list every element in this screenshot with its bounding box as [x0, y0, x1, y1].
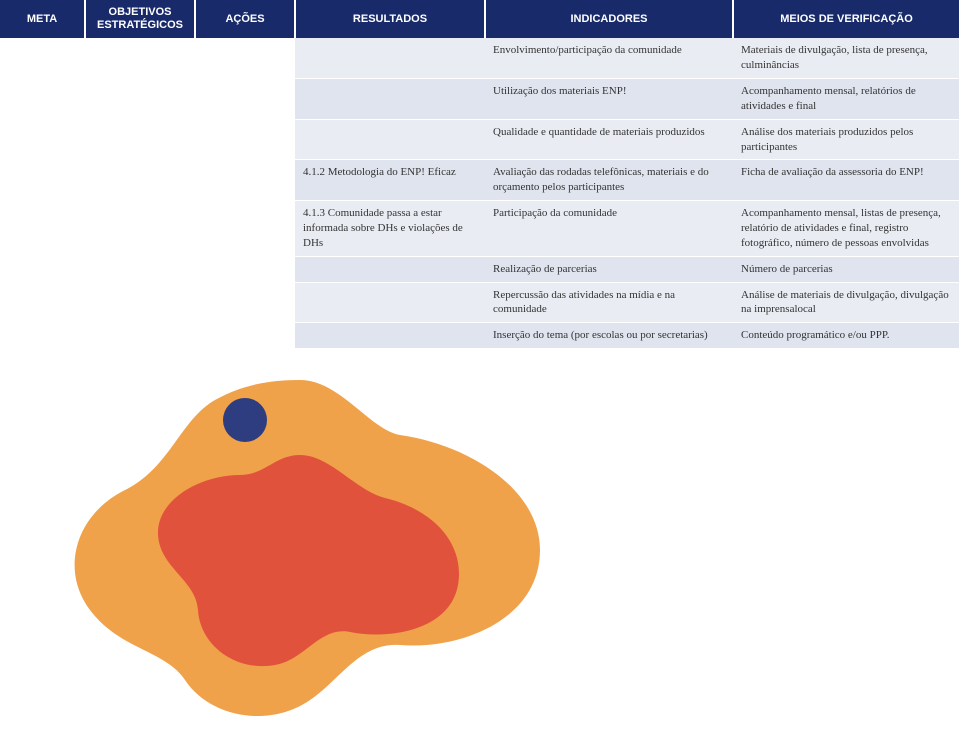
- col-verificacao: MEIOS DE VERIFICAÇÃO: [733, 0, 959, 38]
- cell-verificacao: Número de parcerias: [733, 256, 959, 282]
- cell-resultados: [295, 256, 485, 282]
- cell-resultados: [295, 282, 485, 323]
- cell-indicadores: Participação da comunidade: [485, 201, 733, 257]
- decorative-splash-icon: [40, 340, 560, 740]
- col-indicadores: INDICADORES: [485, 0, 733, 38]
- table-header: META OBJETIVOS ESTRATÉGICOS AÇÕES RESULT…: [0, 0, 959, 38]
- cell-indicadores: Utilização dos materiais ENP!: [485, 79, 733, 120]
- cell-verificacao: Análise dos materiais produzidos pelos p…: [733, 119, 959, 160]
- col-acoes: AÇÕES: [195, 0, 295, 38]
- cell-verificacao: Acompanhamento mensal, relatórios de ati…: [733, 79, 959, 120]
- cell-resultados: [295, 323, 485, 349]
- cell-verificacao: Materiais de divulgação, lista de presen…: [733, 38, 959, 78]
- cell-resultados: [295, 79, 485, 120]
- cell-verificacao: Acompanhamento mensal, listas de presenç…: [733, 201, 959, 257]
- cell-resultados: 4.1.2 Metodologia do ENP! Eficaz: [295, 160, 485, 201]
- empty-cell: [85, 38, 195, 348]
- empty-cell: [195, 38, 295, 348]
- cell-verificacao: Análise de materiais de divulgação, divu…: [733, 282, 959, 323]
- col-meta: META: [0, 0, 85, 38]
- table-row: Envolvimento/participação da comunidadeM…: [0, 38, 959, 78]
- cell-indicadores: Avaliação das rodadas telefônicas, mater…: [485, 160, 733, 201]
- cell-indicadores: Repercussão das atividades na mídia e na…: [485, 282, 733, 323]
- empty-cell: [0, 38, 85, 348]
- col-objetivos: OBJETIVOS ESTRATÉGICOS: [85, 0, 195, 38]
- matrix-table: META OBJETIVOS ESTRATÉGICOS AÇÕES RESULT…: [0, 0, 959, 349]
- cell-resultados: [295, 38, 485, 78]
- cell-indicadores: Realização de parcerias: [485, 256, 733, 282]
- cell-verificacao: Ficha de avaliação da assessoria do ENP!: [733, 160, 959, 201]
- cell-indicadores: Qualidade e quantidade de materiais prod…: [485, 119, 733, 160]
- cell-resultados: 4.1.3 Comunidade passa a estar informada…: [295, 201, 485, 257]
- cell-resultados: [295, 119, 485, 160]
- cell-verificacao: Conteúdo programático e/ou PPP.: [733, 323, 959, 349]
- matrix-table-container: META OBJETIVOS ESTRATÉGICOS AÇÕES RESULT…: [0, 0, 959, 349]
- cell-indicadores: Envolvimento/participação da comunidade: [485, 38, 733, 78]
- col-resultados: RESULTADOS: [295, 0, 485, 38]
- cell-indicadores: Inserção do tema (por escolas ou por sec…: [485, 323, 733, 349]
- table-body: Envolvimento/participação da comunidadeM…: [0, 38, 959, 348]
